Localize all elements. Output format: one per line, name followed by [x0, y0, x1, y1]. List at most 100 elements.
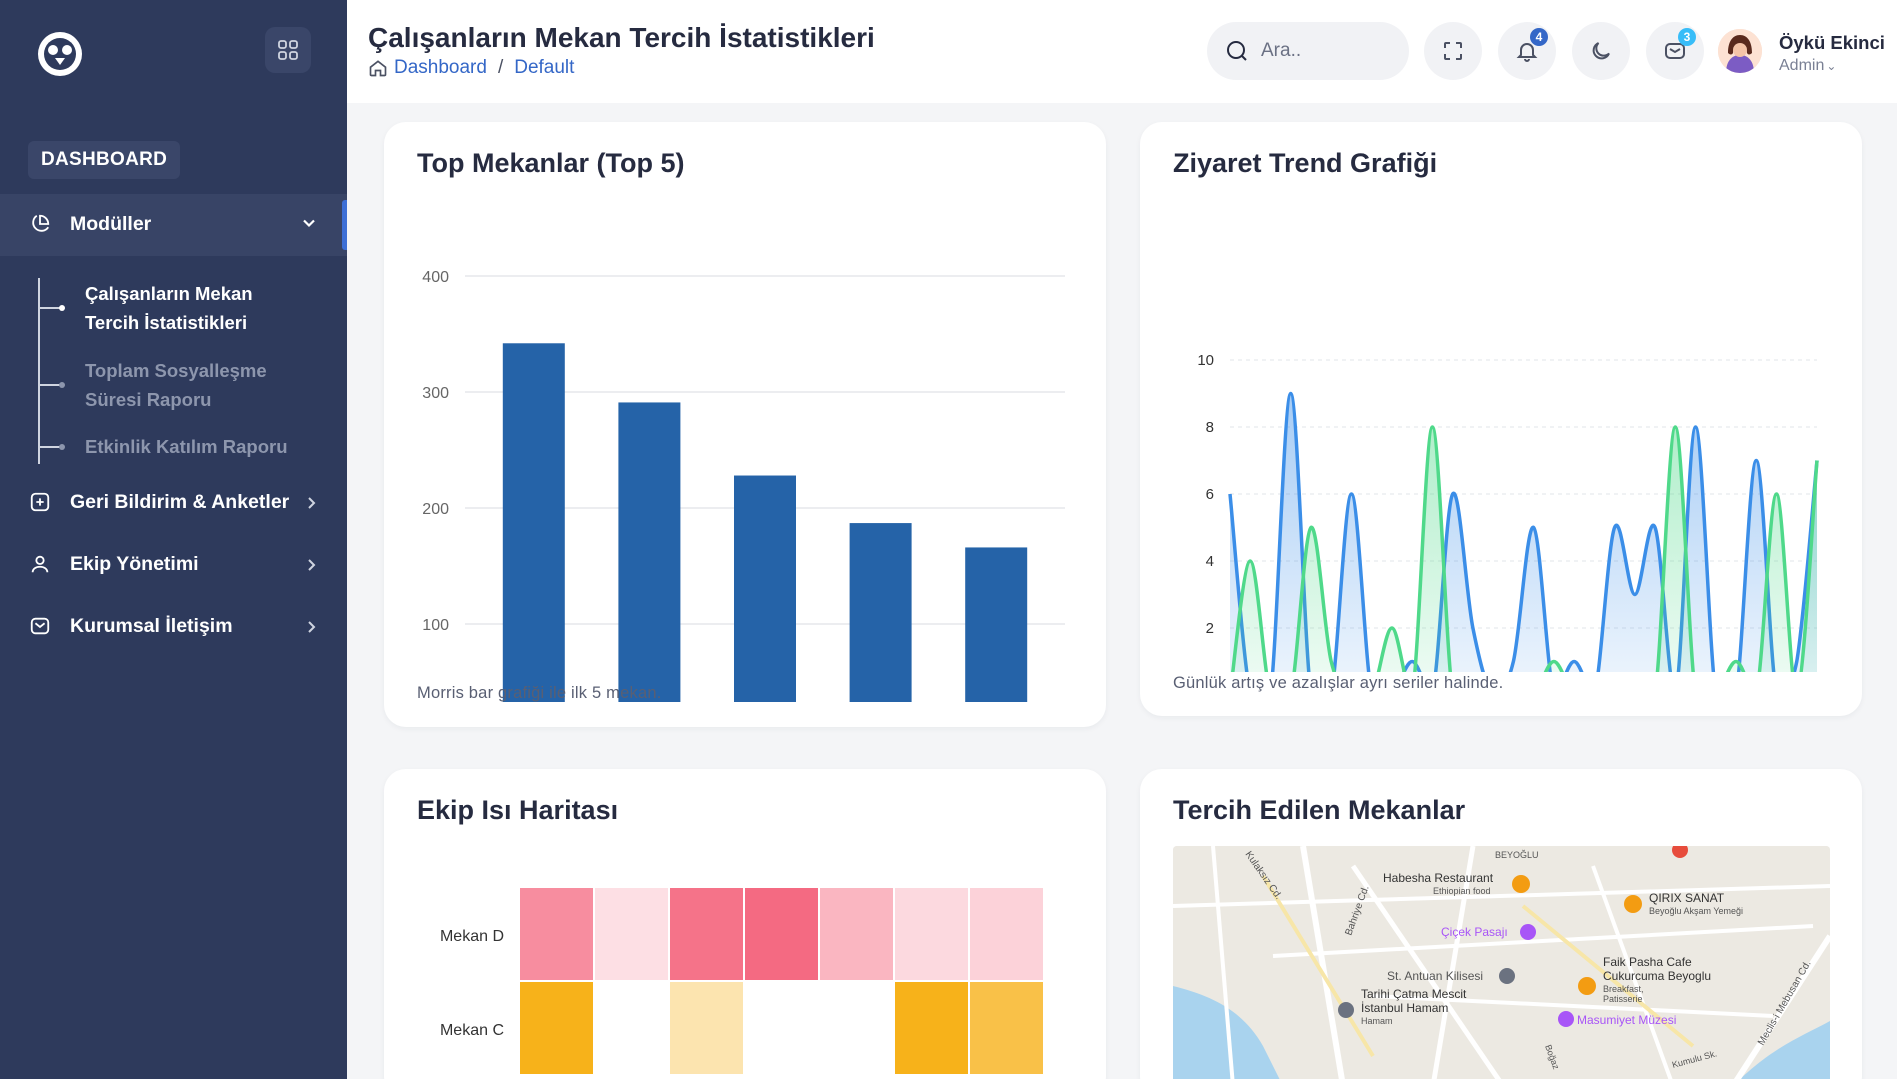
fullscreen-button[interactable] [1424, 22, 1482, 80]
search-box[interactable] [1207, 22, 1409, 80]
sidebar-item-kurumsal-iletisim[interactable]: Kurumsal İletişim [28, 614, 233, 638]
search-icon [1227, 41, 1247, 61]
notifications-button[interactable]: 4 [1498, 22, 1556, 80]
pie-chart-icon [28, 212, 52, 236]
map-label: Faik Pasha Cafe [1603, 955, 1692, 969]
heatmap-cell [745, 982, 818, 1074]
plus-square-icon [28, 490, 52, 514]
logo[interactable] [38, 32, 82, 76]
bar [849, 523, 912, 702]
heatmap-cell [670, 888, 743, 980]
y-tick-label: 6 [1206, 486, 1214, 503]
map-label: Çiçek Pasajı [1441, 925, 1508, 939]
sidebar-item-label: Modüller [70, 212, 152, 235]
logo-icon [44, 38, 76, 70]
map-label: BEYOĞLU [1495, 850, 1539, 860]
bar [965, 547, 1028, 702]
map-card: Tercih Edilen Mekanlar Habesha R [1140, 769, 1862, 1079]
sidebar-item-geri-bildirim[interactable]: Geri Bildirim & Anketler [28, 490, 289, 514]
series-line [1231, 425, 1819, 672]
y-tick-label: 8 [1206, 419, 1214, 436]
sidebar-item-label: Kurumsal İletişim [70, 614, 233, 637]
heatmap-cell [520, 982, 593, 1074]
card-title: Top Mekanlar (Top 5) [417, 148, 685, 178]
theme-toggle-button[interactable] [1572, 22, 1630, 80]
series-area [1230, 393, 1817, 672]
breadcrumb-default-link[interactable]: Default [514, 57, 575, 78]
map-label: Beyoğlu Akşam Yemeği [1649, 906, 1743, 916]
submenu-item-etkinlik[interactable]: Etkinlik Katılım Raporu [85, 432, 288, 461]
map-label: Breakfast, [1603, 984, 1644, 994]
heatmap-cell [820, 888, 893, 980]
active-indicator [342, 200, 347, 250]
heatmap-row-label: Mekan C [440, 1022, 504, 1039]
submenu-connector [40, 446, 62, 448]
home-icon [369, 60, 387, 77]
bar-chart: 0100200300400Mekan AMekan CMekan E [422, 269, 1065, 702]
app-grid-button[interactable] [265, 27, 311, 73]
chevron-right-icon[interactable] [305, 618, 317, 639]
series-line [1228, 391, 1819, 672]
card-title: Ekip Isı Haritası [417, 795, 619, 825]
user-role-dropdown[interactable]: Admin ⌄ [1779, 57, 1836, 75]
breadcrumb-separator: / [497, 57, 504, 78]
breadcrumb-dashboard-link[interactable]: Dashboard [394, 57, 487, 78]
submenu-item-sosyallesme[interactable]: Toplam Sosyalleşme Süresi Raporu [85, 356, 267, 414]
heatmap-cell [970, 888, 1043, 980]
nav-active-background [0, 194, 347, 256]
map-label: Tarihi Çatma Mescit [1361, 987, 1467, 1001]
series-area [1232, 427, 1817, 672]
submenu-label-line2: Süresi Raporu [85, 389, 212, 410]
card-title: Tercih Edilen Mekanlar [1173, 795, 1466, 825]
fullscreen-icon [1444, 42, 1462, 60]
map-label: İstanbul Hamam [1361, 1001, 1448, 1015]
heatmap-card: Ekip Isı Haritası Mekan D Mekan C [384, 769, 1106, 1079]
card-footer: Morris bar grafiği ile ilk 5 mekan. [417, 684, 662, 702]
messages-button[interactable]: 3 [1646, 22, 1704, 80]
sidebar-item-label: Ekip Yönetimi [70, 552, 199, 575]
submenu-item-mekan-tercih[interactable]: Çalışanların Mekan Tercih İstatistikleri [85, 279, 253, 337]
chevron-right-icon[interactable] [305, 494, 317, 515]
visit-trend-card: Ziyaret Trend Grafiği 024681018 Aug22 Au… [1140, 122, 1862, 716]
heatmap-cell [670, 982, 743, 1074]
y-tick-label: 300 [422, 385, 449, 402]
map-label: Habesha Restaurant [1383, 871, 1494, 885]
map-label: St. Antuan Kilisesi [1387, 969, 1483, 983]
sidebar-item-label: Geri Bildirim & Anketler [70, 490, 290, 513]
chevron-right-icon[interactable] [305, 556, 317, 577]
heatmap-cell [970, 982, 1043, 1074]
venue-map[interactable]: Habesha Restaurant Ethiopian food QIRIX … [1173, 846, 1830, 1079]
submenu-label-line1: Çalışanların Mekan [85, 283, 253, 304]
section-label: DASHBOARD [28, 141, 181, 179]
notification-badge: 4 [1530, 28, 1548, 46]
user-icon [28, 552, 52, 576]
user-role-label: Admin [1779, 57, 1825, 74]
sidebar-item-moduller[interactable]: Modüller [28, 212, 151, 236]
map-label: Ethiopian food [1433, 886, 1491, 896]
message-badge: 3 [1678, 28, 1696, 46]
search-input[interactable] [1261, 40, 1391, 62]
submenu-connector [40, 307, 62, 309]
submenu-dot [59, 444, 65, 450]
heatmap-row-label: Mekan D [440, 928, 504, 945]
page-title: Çalışanların Mekan Tercih İstatistikleri [368, 22, 875, 53]
mail-icon [28, 614, 52, 638]
y-tick-label: 100 [422, 617, 449, 634]
moon-icon [1592, 42, 1610, 60]
avatar[interactable] [1718, 29, 1762, 73]
heatmap-cell [895, 888, 968, 980]
submenu-line [38, 278, 42, 464]
chevron-down-icon: ⌄ [1826, 59, 1837, 73]
top-venues-card: Top Mekanlar (Top 5) 0100200300400Mekan … [384, 122, 1106, 727]
sidebar-item-ekip-yonetimi[interactable]: Ekip Yönetimi [28, 552, 199, 576]
grid-icon [278, 40, 298, 60]
map-label: Hamam [1361, 1016, 1393, 1026]
heatmap-cell [895, 982, 968, 1074]
submenu-connector [40, 384, 62, 386]
user-name[interactable]: Öykü Ekinci [1779, 32, 1885, 53]
heatmap-cell [820, 982, 893, 1074]
submenu-label-line2: Tercih İstatistikleri [85, 312, 248, 333]
chevron-down-icon[interactable] [302, 214, 316, 235]
map-label: Masumiyet Müzesi [1577, 1013, 1676, 1027]
heatmap-chart: Mekan D Mekan C [440, 888, 1043, 1074]
